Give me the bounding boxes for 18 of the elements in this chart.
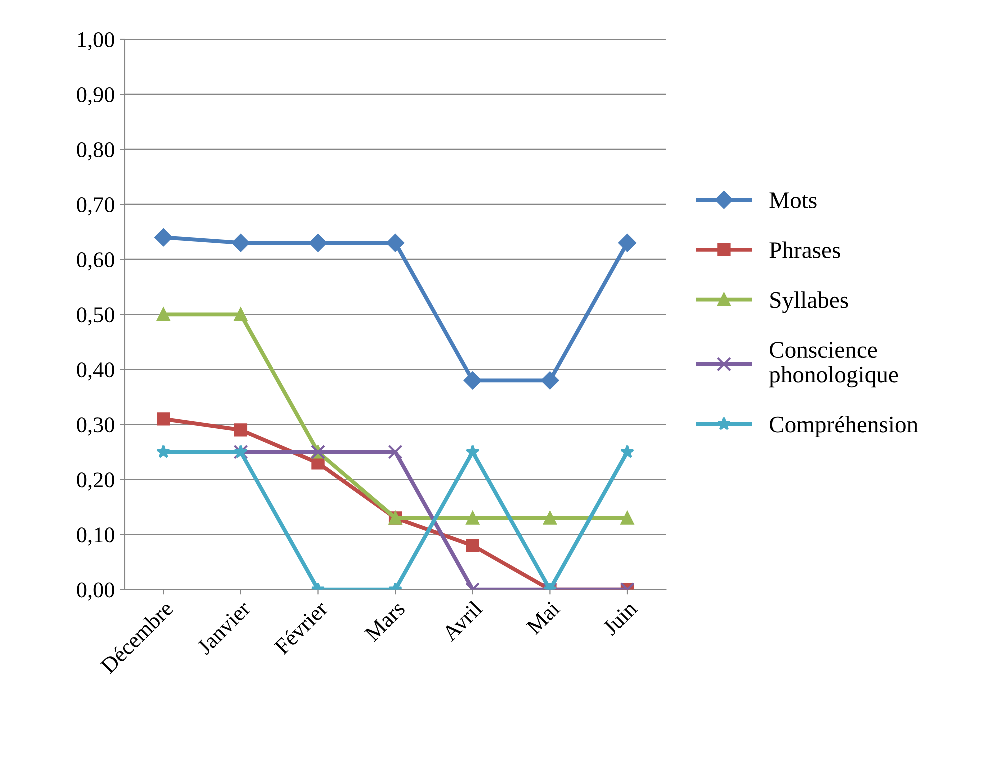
y-tick-label: 0,90: [77, 87, 114, 106]
legend-label: Syllabes: [770, 292, 848, 314]
legend-label: Conscience phonologique: [769, 342, 898, 388]
y-tick-label: 0,70: [77, 198, 114, 216]
y-tick-label: 0,10: [77, 528, 114, 546]
y-tick-label: 0,20: [77, 472, 114, 491]
y-tick-label: 0,80: [77, 142, 114, 161]
legend-label: Phrases: [770, 242, 840, 258]
y-tick-label: 1,00: [78, 32, 114, 51]
y-tick-label: 0,40: [77, 362, 114, 381]
y-tick-label: 0,60: [77, 252, 114, 271]
y-tick-label: 0,50: [77, 308, 114, 326]
legend-label: Mots: [770, 192, 817, 209]
x-tick-label: Juin: [602, 600, 638, 636]
x-tick-label: Mai: [526, 600, 561, 636]
y-tick-label: 0,30: [77, 418, 114, 436]
legend-label: Compréhension: [770, 416, 918, 438]
y-tick-label: 0,00: [77, 582, 114, 601]
